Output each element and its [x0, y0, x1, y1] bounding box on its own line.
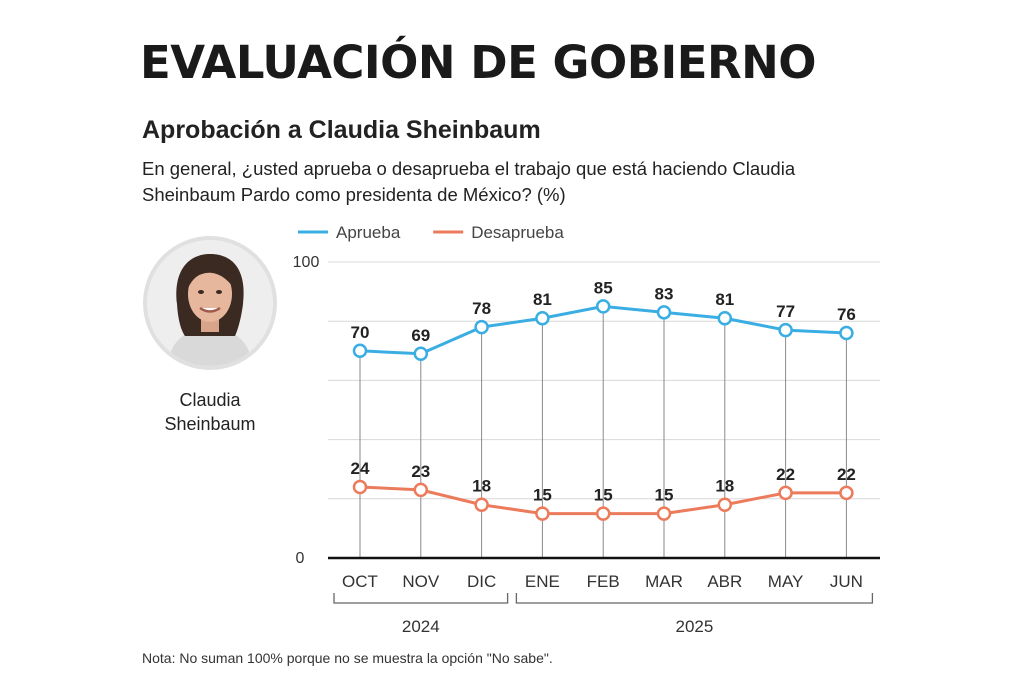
chart-subtitle: Aprobación a Claudia Sheinbaum [142, 116, 541, 144]
page-title: EVALUACIÓN DE GOBIERNO [140, 36, 817, 89]
person-last-name: Sheinbaum [164, 414, 256, 434]
data-point-aprueba [656, 305, 672, 320]
x-tick-label: MAR [645, 572, 683, 591]
data-point-aprueba [413, 346, 429, 362]
x-tick-label: ABR [707, 572, 742, 591]
data-label-desaprueba: 24 [351, 459, 370, 478]
data-label-desaprueba: 23 [411, 462, 430, 481]
data-point-aprueba [595, 299, 611, 314]
data-label-desaprueba: 15 [655, 486, 674, 505]
data-point-desaprueba [535, 506, 550, 521]
x-tick-label: NOV [402, 572, 440, 591]
x-tick-label: FEB [587, 572, 620, 591]
y-tick-label: 0 [296, 550, 305, 567]
person-name: Claudia Sheinbaum [140, 388, 280, 436]
data-label-aprueba: 70 [351, 323, 370, 342]
data-point-desaprueba [595, 506, 611, 521]
year-label: 2024 [402, 617, 440, 636]
data-label-desaprueba: 18 [472, 477, 491, 496]
year-bracket [333, 593, 509, 604]
data-label-aprueba: 83 [655, 284, 674, 303]
data-point-aprueba [474, 319, 489, 335]
x-tick-label: JUN [830, 572, 863, 591]
data-label-desaprueba: 22 [776, 465, 795, 484]
data-point-desaprueba [413, 482, 429, 498]
y-tick-label: 100 [293, 254, 320, 271]
x-tick-label: OCT [342, 572, 378, 591]
data-point-desaprueba [717, 497, 733, 512]
data-label-desaprueba: 22 [837, 465, 856, 484]
question-line-2: Sheinbaum Pardo como presidenta de Méxic… [142, 184, 566, 205]
data-point-aprueba [778, 322, 793, 338]
avatar [143, 236, 277, 370]
footnote: Nota: No suman 100% porque no se muestra… [142, 650, 553, 666]
year-label: 2025 [675, 617, 713, 636]
data-label-desaprueba: 18 [715, 477, 734, 496]
data-label-aprueba: 81 [533, 290, 552, 309]
data-point-desaprueba [778, 485, 793, 501]
survey-question: En general, ¿usted aprueba o desaprueba … [142, 156, 882, 208]
x-tick-label: ENE [525, 572, 560, 591]
data-point-aprueba [839, 325, 854, 341]
data-label-desaprueba: 15 [533, 486, 552, 505]
x-tick-label: MAY [768, 572, 804, 591]
data-point-desaprueba [839, 485, 854, 501]
portrait-illustration [147, 240, 273, 366]
data-point-desaprueba [352, 479, 368, 495]
x-tick-label: DIC [467, 572, 496, 591]
legend-label-aprueba: Aprueba [336, 223, 401, 242]
data-point-desaprueba [656, 506, 672, 521]
person-first-name: Claudia [179, 390, 241, 410]
data-label-aprueba: 85 [594, 278, 613, 297]
data-label-aprueba: 78 [472, 299, 491, 318]
data-point-aprueba [352, 343, 368, 359]
data-label-aprueba: 76 [837, 305, 856, 324]
data-label-aprueba: 81 [715, 290, 734, 309]
data-point-aprueba [535, 310, 550, 326]
legend-label-desaprueba: Desaprueba [471, 223, 564, 242]
data-label-desaprueba: 15 [594, 486, 613, 505]
data-label-aprueba: 77 [776, 302, 795, 321]
question-line-1: En general, ¿usted aprueba o desaprueba … [142, 158, 796, 179]
year-bracket [515, 593, 874, 604]
data-point-aprueba [717, 310, 733, 326]
data-label-aprueba: 69 [411, 326, 430, 345]
data-point-desaprueba [474, 497, 489, 512]
